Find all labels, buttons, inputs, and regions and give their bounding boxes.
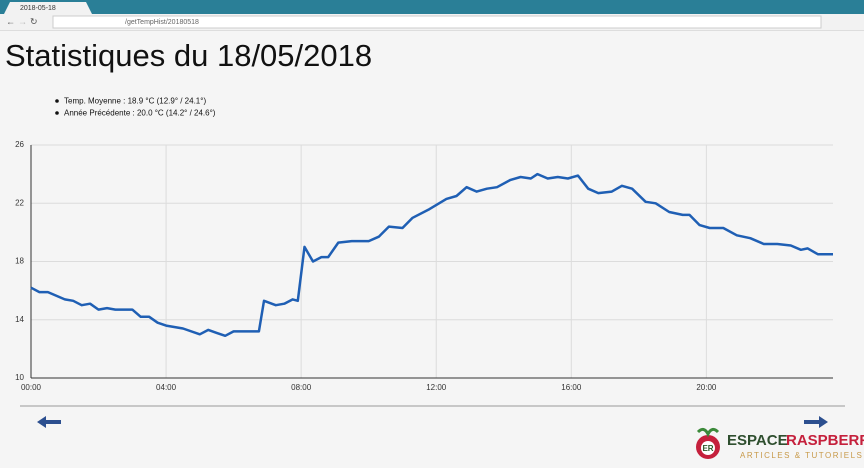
tab-bar	[0, 0, 864, 14]
logo: ER ESPACE RASPBERRY ARTICLES & TUTORIELS	[696, 427, 864, 460]
prev-arrow[interactable]	[37, 416, 61, 428]
y-tick-label: 18	[15, 257, 24, 266]
url: /getTempHist/20180518	[125, 19, 199, 26]
logo-leaf	[696, 427, 720, 438]
y-tick-label: 14	[15, 315, 24, 324]
logo-tagline: ARTICLES & TUTORIELS	[740, 451, 863, 460]
chart: 10 14 18 22 26 00:00 04:00 08:00 12:00 16:00 20:00	[15, 140, 833, 392]
x-tick-label: 20:00	[696, 383, 717, 392]
logo-badge	[701, 441, 715, 455]
forward-button[interactable]: →	[18, 16, 27, 26]
x-tick-label: 08:00	[291, 383, 312, 392]
y-tick-label: 26	[15, 140, 24, 149]
address-bar[interactable]	[52, 15, 822, 29]
page-title: Statistiques du 18/05/2018	[5, 38, 372, 73]
active-tab[interactable]	[4, 2, 92, 14]
tab-title: 2018-05-18	[20, 5, 56, 12]
reload-button[interactable]: ↻	[30, 16, 38, 26]
stat: Année Précédente : 20.0 °C (14.2° / 24.6…	[64, 109, 216, 118]
bullet	[55, 99, 59, 103]
bullet	[55, 111, 59, 115]
logo-mark: ER	[702, 444, 713, 453]
back-button[interactable]: ←	[6, 16, 15, 26]
x-tick-label: 04:00	[156, 383, 177, 392]
next-arrow[interactable]	[804, 416, 828, 428]
x-tick-label: 00:00	[21, 383, 42, 392]
x-tick-label: 16:00	[561, 383, 582, 392]
x-tick-label: 12:00	[426, 383, 447, 392]
logo-word: RASPBERRY	[786, 432, 864, 449]
y-tick-label: 10	[15, 373, 24, 382]
y-tick-label: 22	[15, 198, 24, 207]
logo-word: ESPACE	[727, 432, 788, 449]
stat: Temp. Moyenne : 18.9 °C (12.9° / 24.1°)	[64, 97, 206, 106]
temperature-line	[30, 172, 833, 338]
